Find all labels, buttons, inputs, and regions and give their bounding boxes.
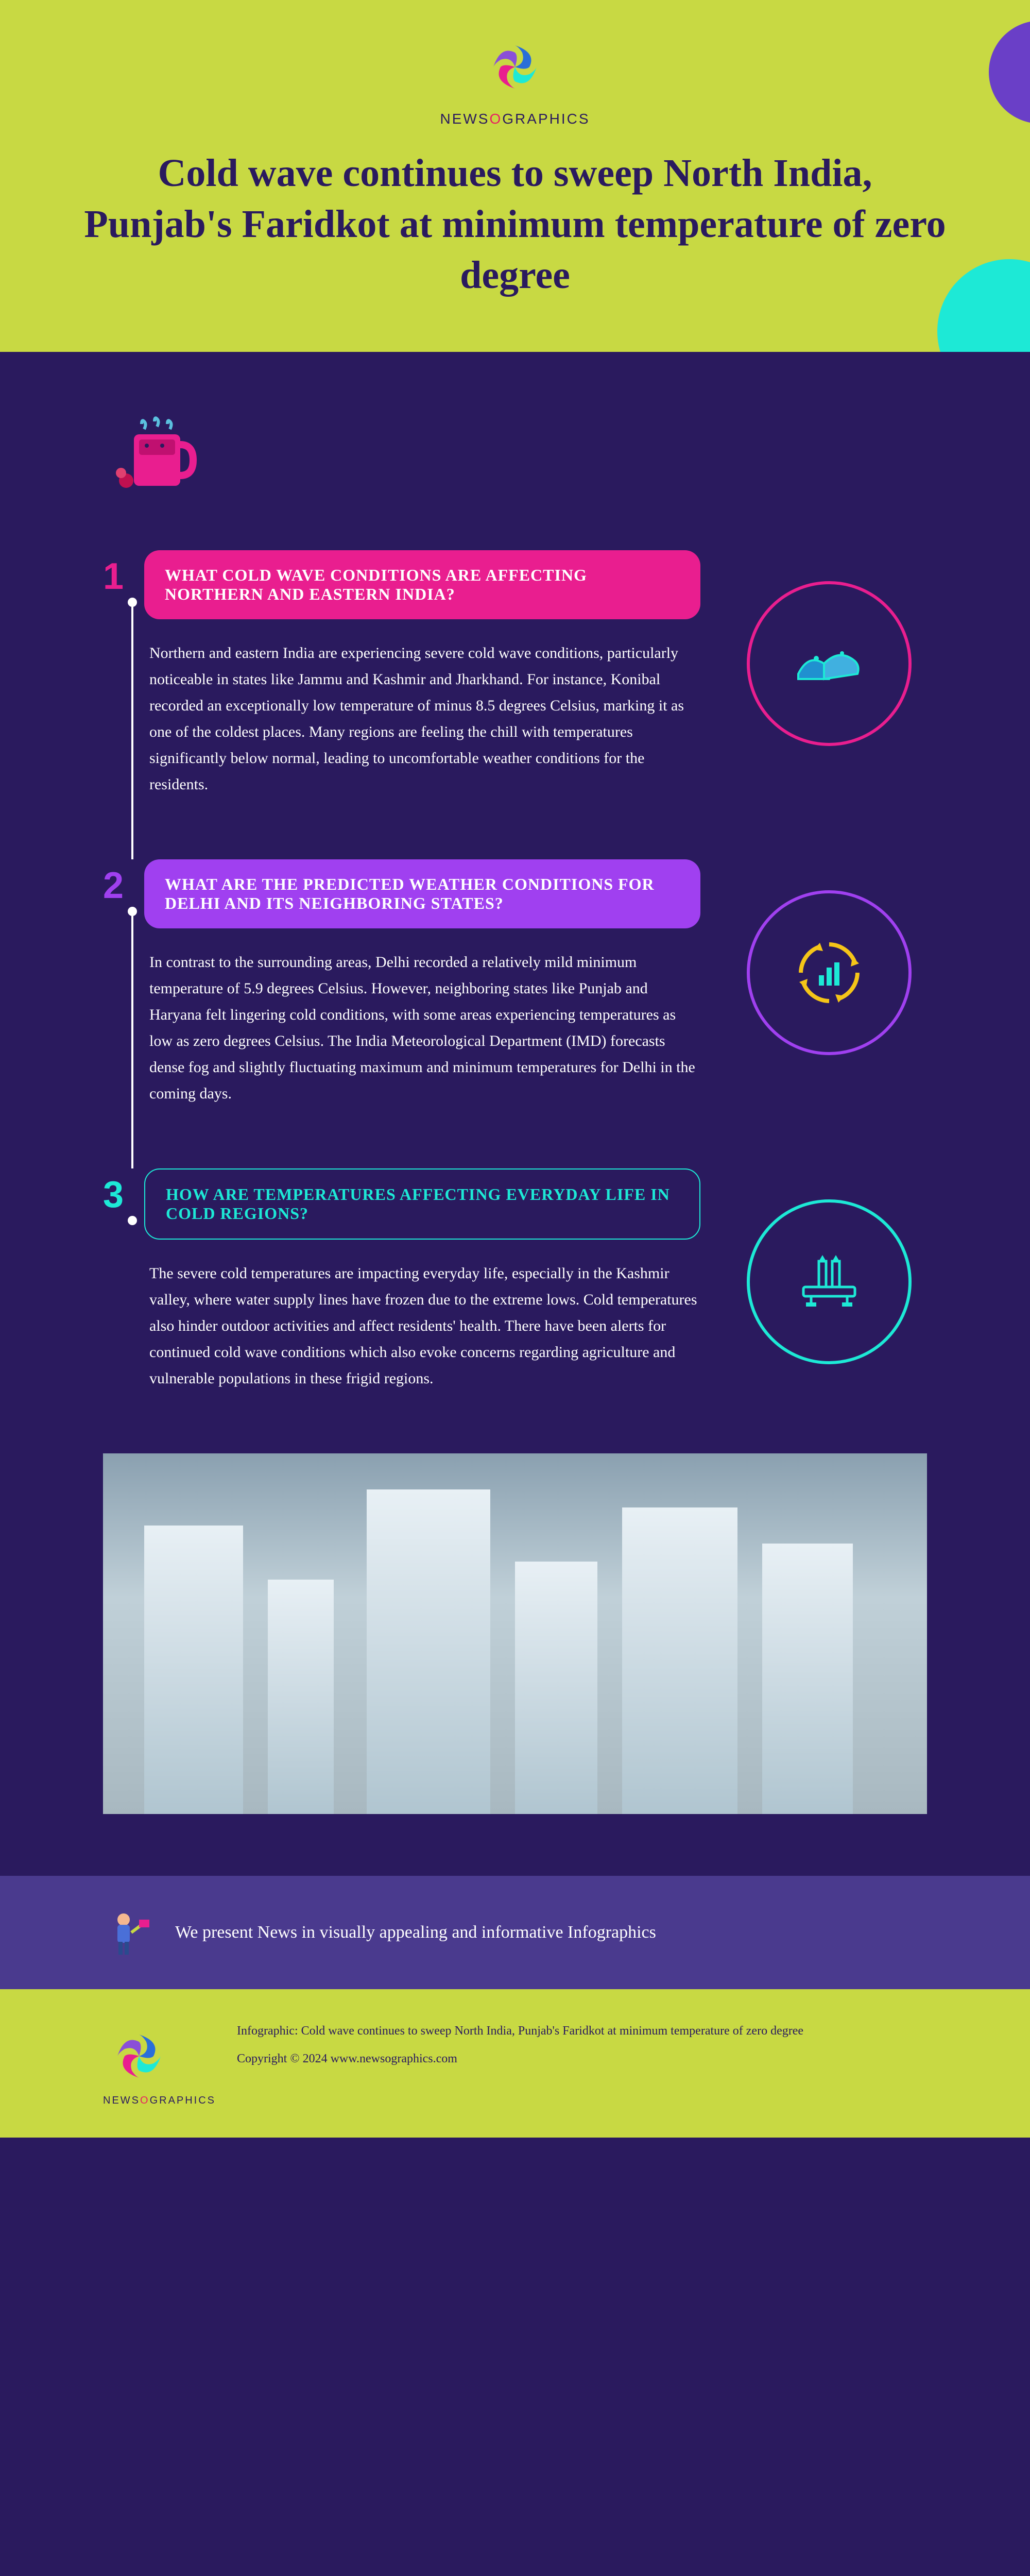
bridge-icon [793,1251,865,1313]
ice-photo-placeholder [103,1453,927,1814]
timeline-line [131,602,133,859]
tagline-text: We present News in visually appealing an… [175,1923,656,1942]
section-3-content: 3 HOW ARE TEMPERATURES AFFECTING EVERYDA… [103,1168,700,1392]
section-1-body: Northern and eastern India are experienc… [144,640,700,798]
logo-icon [479,31,551,103]
page-title: Cold wave continues to sweep North India… [62,148,968,300]
footer-text: Infographic: Cold wave continues to swee… [237,2020,927,2070]
section-1-icon-container [731,550,927,746]
mug-icon [113,414,927,499]
section-3: 3 HOW ARE TEMPERATURES AFFECTING EVERYDA… [103,1168,927,1392]
logo-suffix: GRAPHICS [502,111,590,127]
section-3-body: The severe cold temperatures are impacti… [144,1260,700,1392]
section-3-heading: HOW ARE TEMPERATURES AFFECTING EVERYDAY … [144,1168,700,1240]
section-1-icon-circle [747,581,912,746]
logo-prefix: NEWS [440,111,489,127]
content-section: 1 WHAT COLD WAVE CONDITIONS ARE AFFECTIN… [0,352,1030,1876]
section-3-number: 3 [103,1174,124,1216]
footer-logo-text: NEWSOGRAPHICS [103,2095,196,2107]
footer-logo: NEWSOGRAPHICS [103,2020,196,2107]
tagline-section: We present News in visually appealing an… [0,1876,1030,1989]
section-3-icon-container [731,1168,927,1364]
wave-icon [793,638,865,689]
section-2-heading: WHAT ARE THE PREDICTED WEATHER CONDITION… [144,859,700,928]
section-2-icon-container [731,859,927,1055]
logo-text: NEWSOGRAPHICS [62,111,968,127]
section-2-body: In contrast to the surrounding areas, De… [144,949,700,1107]
section-3-icon-circle [747,1199,912,1364]
footer-section: NEWSOGRAPHICS Infographic: Cold wave con… [0,1989,1030,2138]
presenter-icon [103,1907,154,1958]
section-2: 2 WHAT ARE THE PREDICTED WEATHER CONDITI… [103,859,927,1107]
chart-cycle-icon [793,937,865,1009]
section-2-icon-circle [747,890,912,1055]
section-1-number: 1 [103,555,124,598]
logo-highlight: O [489,111,502,127]
footer-line2: Copyright © 2024 www.newsographics.com [237,2048,927,2070]
section-1-content: 1 WHAT COLD WAVE CONDITIONS ARE AFFECTIN… [103,550,700,798]
timeline-line [131,911,133,1168]
logo-container: NEWSOGRAPHICS [62,31,968,127]
section-2-content: 2 WHAT ARE THE PREDICTED WEATHER CONDITI… [103,859,700,1107]
timeline-dot [128,1216,137,1225]
section-1: 1 WHAT COLD WAVE CONDITIONS ARE AFFECTIN… [103,550,927,798]
section-2-number: 2 [103,865,124,907]
decorative-circle-purple [989,21,1030,124]
footer-line1: Infographic: Cold wave continues to swee… [237,2020,927,2042]
header-section: NEWSOGRAPHICS Cold wave continues to swe… [0,0,1030,352]
section-1-heading: WHAT COLD WAVE CONDITIONS ARE AFFECTING … [144,550,700,619]
